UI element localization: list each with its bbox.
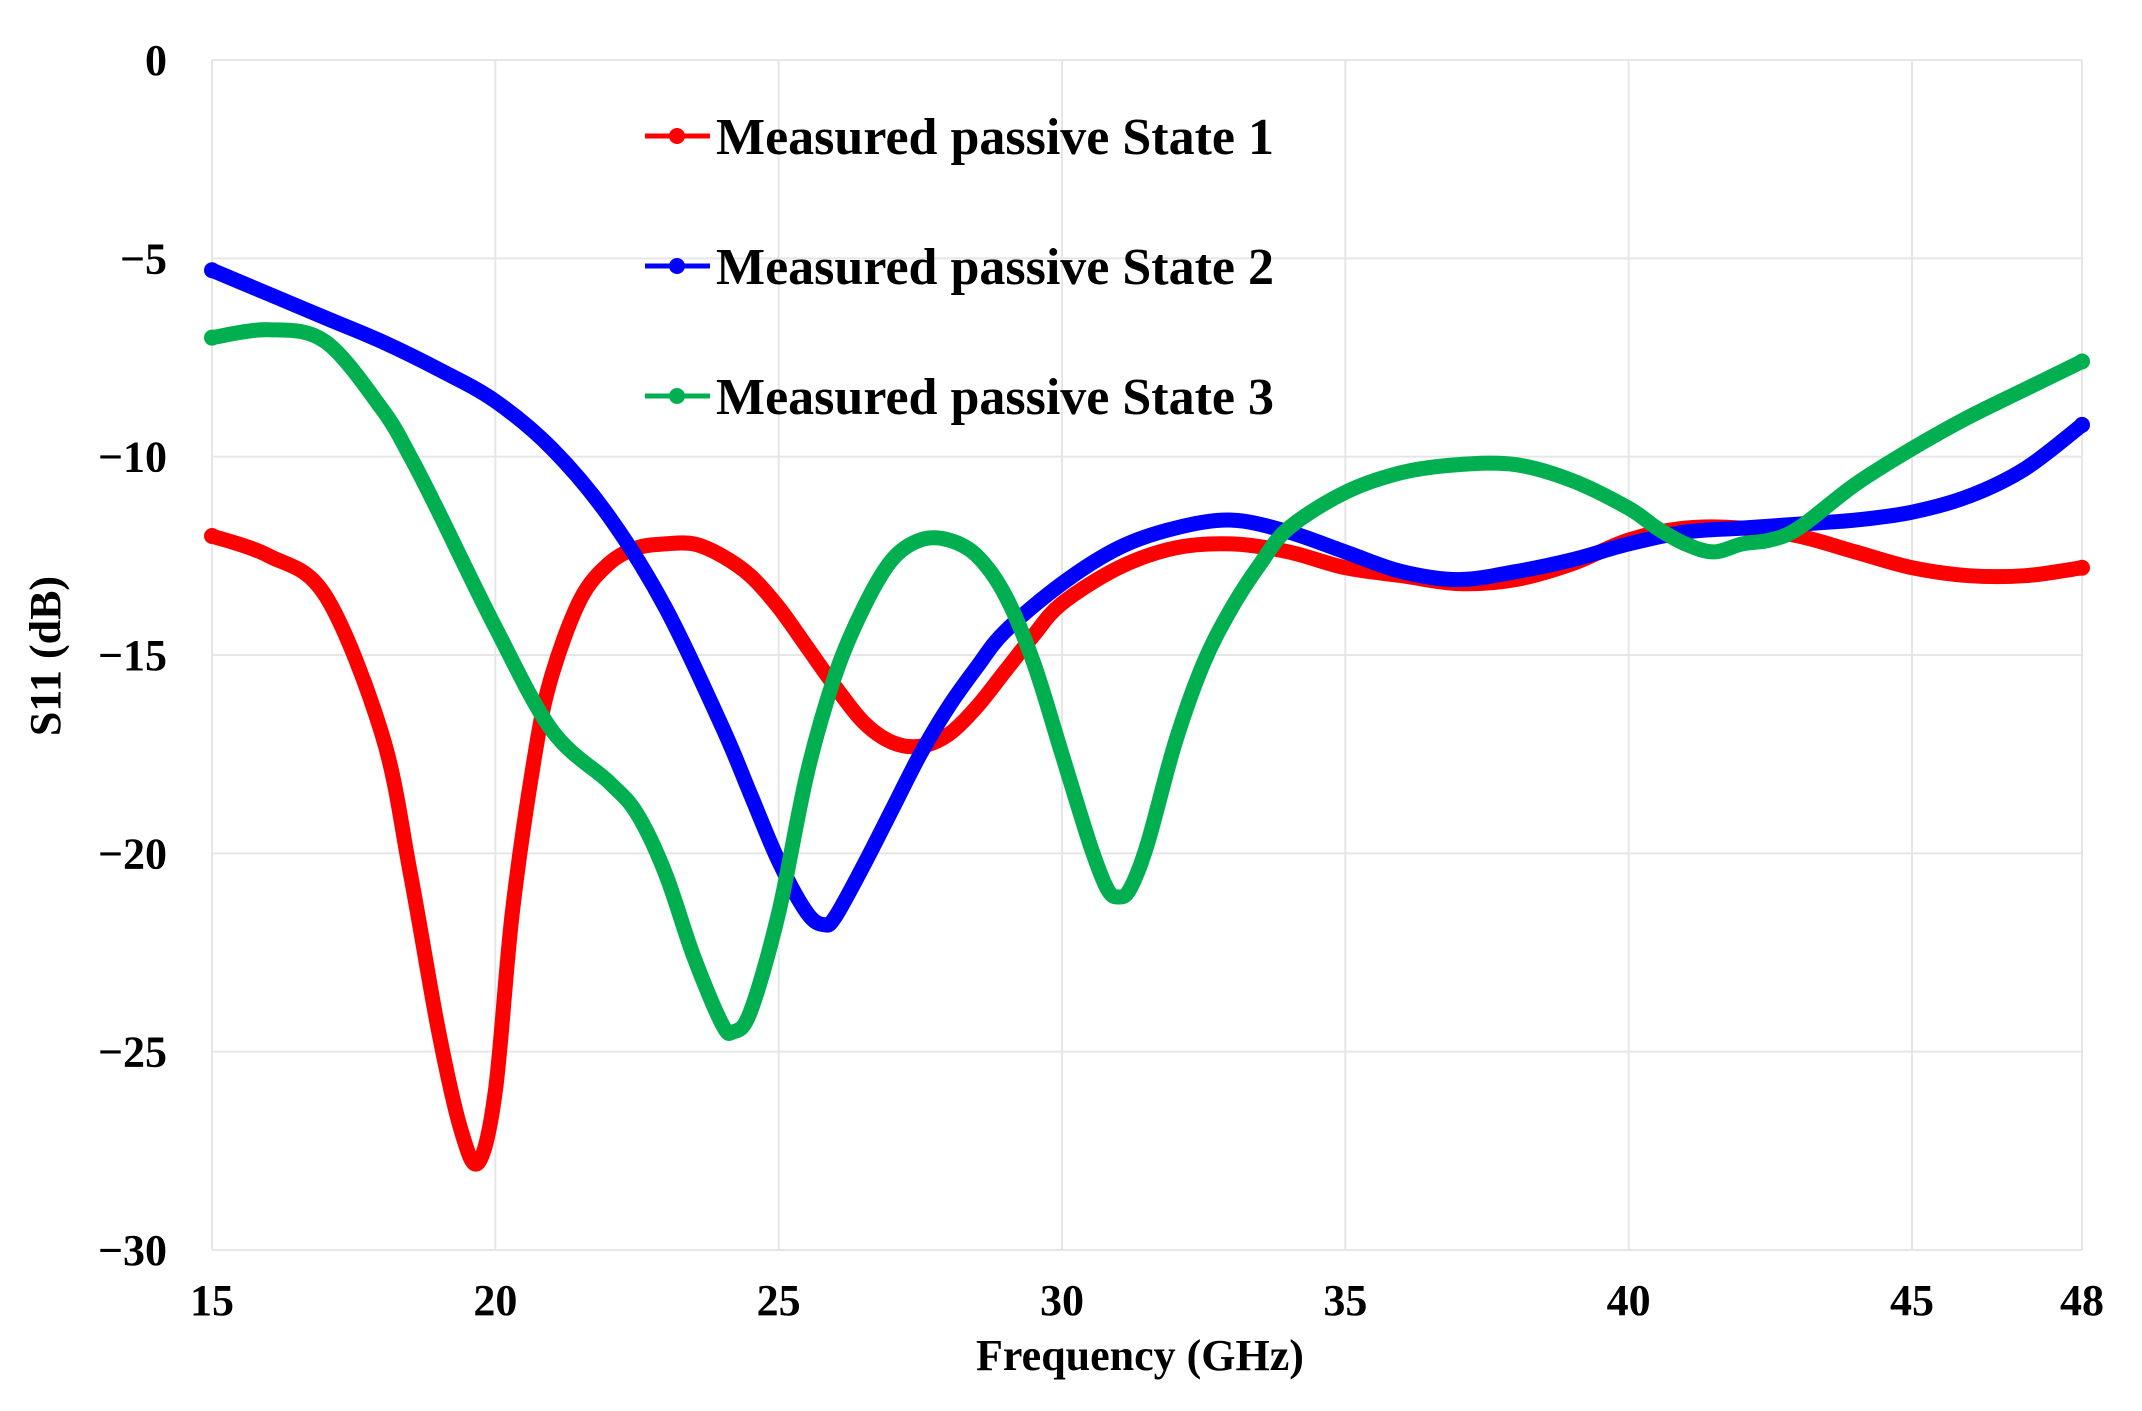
y-tick-label: −5: [120, 234, 167, 283]
x-axis-title: Frequency (GHz): [976, 1331, 1304, 1380]
x-tick-label: 25: [757, 1276, 801, 1325]
x-tick-label: 48: [2060, 1276, 2104, 1325]
series-layer: [204, 262, 2090, 1172]
series-line-state-3: [204, 322, 2090, 1041]
legend-marker-state-3: [669, 388, 685, 404]
tick-labels-layer: 15 20 25 30 35 40 45 48 0 −5 −10 −15 −20 −25 −30: [98, 36, 2104, 1325]
series-point-state-3: [2074, 353, 2090, 370]
legend: Measured passive State 1 Measured passiv…: [645, 109, 1274, 426]
y-tick-label: −25: [98, 1028, 167, 1077]
legend-label-state-3: Measured passive State 3: [716, 369, 1274, 426]
x-tick-label: 40: [1607, 1276, 1651, 1325]
y-axis-title: S11 (dB): [21, 576, 70, 736]
series-point-state-1: [2074, 559, 2090, 576]
series-point-state-1: [204, 528, 220, 544]
y-tick-label: −10: [98, 433, 167, 482]
series-point-state-2: [204, 262, 220, 279]
y-tick-label: −15: [98, 631, 167, 680]
series-line-state-2: [204, 262, 2090, 933]
x-tick-label: 45: [1890, 1276, 1934, 1325]
x-tick-label: 30: [1040, 1276, 1084, 1325]
legend-marker-state-2: [669, 258, 685, 274]
x-tick-label: 35: [1323, 1276, 1367, 1325]
x-tick-label: 20: [473, 1276, 517, 1325]
series-point-state-3: [204, 329, 220, 346]
legend-item-state-3: Measured passive State 3: [645, 369, 1274, 426]
legend-label-state-2: Measured passive State 2: [716, 239, 1274, 296]
legend-marker-state-1: [669, 128, 685, 144]
x-tick-label: 15: [190, 1276, 234, 1325]
y-tick-label: −30: [98, 1226, 167, 1275]
series-point-state-2: [2074, 416, 2090, 433]
legend-item-state-2: Measured passive State 2: [645, 239, 1274, 296]
y-tick-label: −20: [98, 829, 167, 878]
legend-label-state-1: Measured passive State 1: [716, 109, 1274, 166]
y-tick-label: 0: [145, 36, 167, 85]
legend-item-state-1: Measured passive State 1: [645, 109, 1274, 166]
